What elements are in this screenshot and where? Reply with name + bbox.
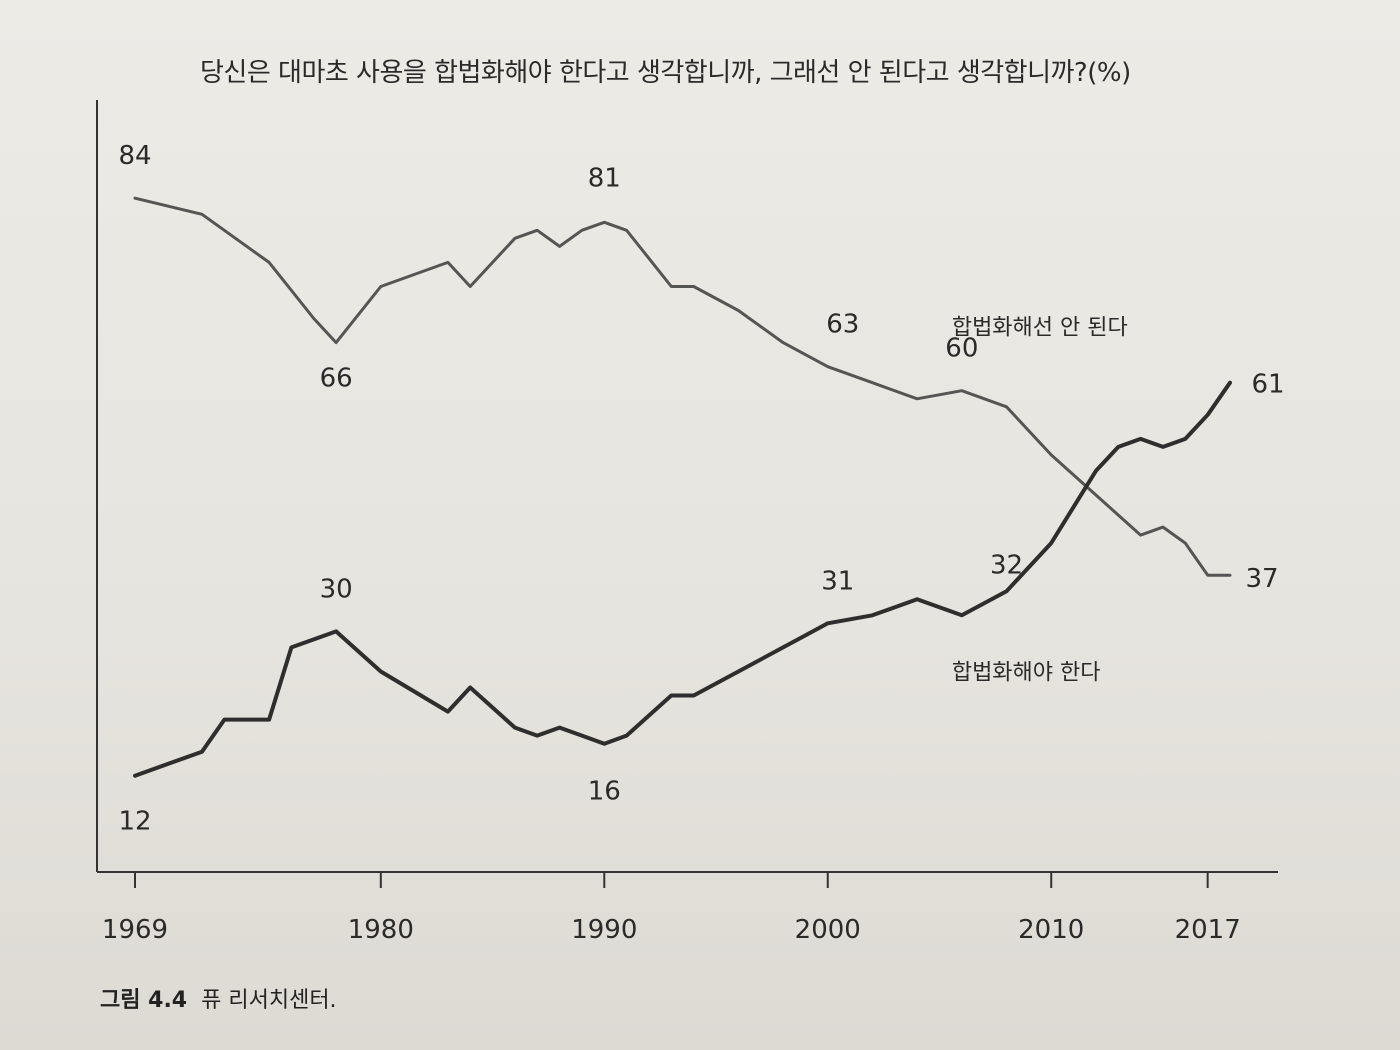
- chart-title: 당신은 대마초 사용을 합법화해야 한다고 생각합니까, 그래선 안 된다고 생…: [200, 58, 1131, 88]
- series-line-oppose: [133, 196, 1232, 577]
- x-tick-label: 2000: [795, 915, 861, 945]
- series-lines: [133, 196, 1232, 778]
- data-label: 37: [1245, 564, 1278, 594]
- x-tick-label: 1969: [102, 915, 168, 945]
- data-label: 32: [990, 550, 1023, 580]
- data-label: 63: [826, 310, 859, 340]
- data-label: 81: [588, 163, 621, 193]
- x-axis-ticks: 1969 1980 1990 2000 2010 2017: [102, 872, 1241, 945]
- x-tick-label: 2010: [1018, 915, 1084, 945]
- figure-number: 그림 4.4: [100, 988, 188, 1013]
- data-label: 16: [588, 777, 621, 807]
- figure-caption: 그림 4.4 퓨 리서치센터.: [100, 982, 337, 1014]
- annotation-support: 합법화해야 한다: [952, 660, 1101, 685]
- data-label: 61: [1251, 370, 1284, 400]
- x-tick-label: 1980: [348, 915, 414, 945]
- x-tick-label: 1990: [571, 915, 637, 945]
- data-label: 60: [945, 334, 978, 364]
- x-tick-label: 2017: [1175, 915, 1241, 945]
- series-line-support: [133, 380, 1232, 778]
- data-label: 66: [320, 364, 353, 394]
- data-label: 12: [118, 807, 151, 837]
- data-labels: 84 66 81 63 60 37 12 30 16 31 32 61: [118, 141, 1284, 837]
- annotation-oppose: 합법화해선 안 된다: [952, 316, 1128, 341]
- data-label: 30: [320, 574, 353, 604]
- data-label: 31: [821, 566, 854, 596]
- figure-source: 퓨 리서치센터.: [201, 988, 337, 1013]
- data-label: 84: [118, 141, 151, 171]
